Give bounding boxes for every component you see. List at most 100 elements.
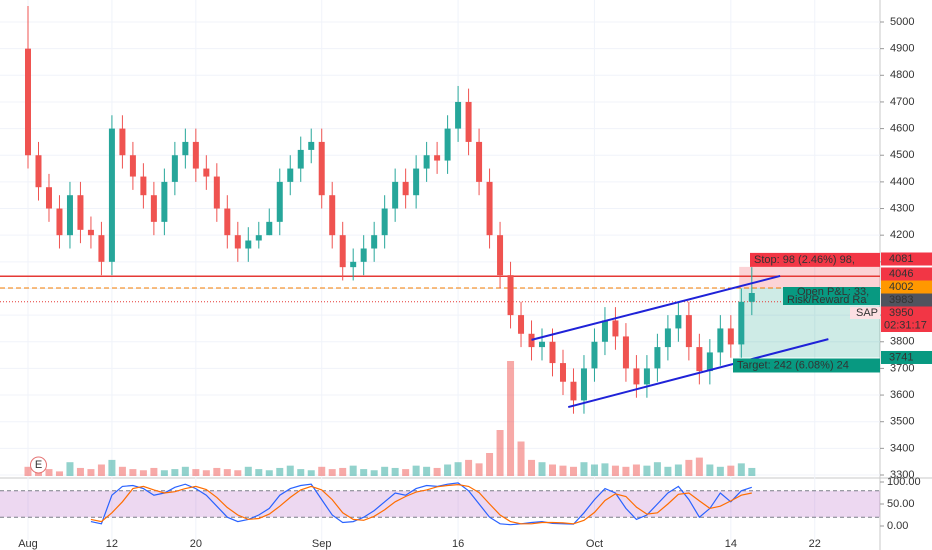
candle-body: [539, 341, 546, 348]
y-tick-label: 4700: [890, 96, 914, 108]
volume-bar: [590, 464, 598, 476]
volume-bar: [433, 467, 441, 476]
candle-body: [119, 128, 126, 156]
candle-body: [455, 101, 462, 129]
volume-bar: [276, 467, 284, 476]
countdown-box: [881, 319, 932, 332]
volume-bar: [685, 459, 693, 476]
volume-bar: [139, 470, 147, 476]
candle-body: [654, 347, 661, 369]
volume-bar: [622, 466, 630, 476]
volume-bar: [223, 469, 231, 476]
volume-bar: [150, 467, 158, 476]
volume-bar: [486, 453, 494, 476]
price-tag: [881, 267, 932, 281]
volume-bar: [192, 469, 200, 476]
volume-bar: [559, 465, 567, 476]
candle-body: [717, 328, 724, 353]
volume-bar: [695, 457, 703, 476]
earnings-marker: [29, 456, 47, 474]
y-tick-label: 4800: [890, 69, 914, 81]
candle-body: [486, 181, 493, 236]
candle-body: [580, 368, 587, 401]
candle-body: [444, 128, 451, 161]
volume-bar: [538, 462, 546, 476]
candle-body: [35, 155, 42, 188]
candle-body: [266, 221, 273, 236]
volume-bar: [465, 459, 473, 476]
candle-body: [528, 333, 535, 348]
stop-label-box: [750, 252, 880, 267]
volume-bar: [601, 463, 609, 476]
symbol-tag-box: [850, 307, 880, 319]
candle-body: [392, 181, 399, 209]
candle-body: [434, 155, 441, 161]
candle-body: [77, 195, 84, 230]
volume-bar: [202, 470, 210, 476]
volume-bar: [643, 465, 651, 476]
volume-bar: [611, 465, 619, 476]
x-tick-label: Aug: [18, 538, 38, 550]
oscillator-band: [0, 490, 880, 518]
volume-bar: [402, 469, 410, 476]
volume-bar: [370, 470, 378, 476]
candle-body: [308, 141, 315, 150]
candle-body: [727, 328, 734, 345]
y-tick-label: 4500: [890, 149, 914, 161]
volume-bar: [97, 464, 105, 476]
y-tick-label: 4200: [890, 229, 914, 241]
candle-body: [601, 320, 608, 342]
candle-body: [643, 368, 650, 385]
candle-body: [56, 208, 63, 236]
volume-bar: [87, 469, 95, 476]
volume-bar: [118, 466, 126, 476]
candle-body: [245, 240, 252, 249]
volume-bar: [286, 465, 294, 476]
candle-body: [549, 341, 556, 364]
candle-body: [675, 315, 682, 329]
volume-bar: [748, 467, 756, 476]
candle-body: [329, 195, 336, 236]
volume-bar: [360, 469, 368, 476]
oscillator-k: [90, 482, 752, 526]
candle-body: [224, 208, 231, 236]
candle-body: [350, 261, 357, 268]
price-tag: [881, 280, 932, 294]
volume-bar: [528, 459, 536, 476]
target-tag: [881, 350, 932, 364]
candle-body: [287, 168, 294, 182]
pnl-box: [783, 287, 880, 305]
candle-body: [423, 155, 430, 169]
volume-bar: [255, 469, 263, 476]
price-tag-label: 3950: [889, 307, 913, 319]
candle-body: [108, 128, 115, 262]
candle-body: [297, 149, 304, 169]
candle-body: [66, 195, 73, 236]
volume-bar: [496, 430, 504, 476]
price-tag-label: 4081: [889, 253, 913, 265]
y-tick-label: 4600: [890, 122, 914, 134]
candle-body: [706, 352, 713, 372]
channel-line: [567, 338, 829, 409]
candle-body: [98, 235, 105, 262]
x-tick-label: 16: [452, 538, 464, 550]
volume-bar: [307, 470, 315, 476]
y-tick-label: 3500: [890, 416, 914, 428]
volume-bar: [45, 469, 53, 476]
candle-body: [171, 155, 178, 182]
volume-bar: [24, 466, 32, 476]
osc-tick-label: 0.00: [887, 520, 908, 532]
candle-body: [738, 301, 745, 345]
stop-label: Stop: 98 (2.46%) 98,: [754, 254, 855, 266]
volume-bar: [213, 467, 221, 476]
candle-body: [87, 229, 94, 236]
volume-bar: [664, 466, 672, 476]
candle-body: [45, 187, 52, 209]
candle-body: [591, 341, 598, 369]
candle-body: [497, 235, 504, 276]
volume-bar: [339, 467, 347, 476]
candle-body: [413, 168, 420, 196]
volume-bar: [328, 469, 336, 476]
candle-body: [140, 176, 147, 196]
